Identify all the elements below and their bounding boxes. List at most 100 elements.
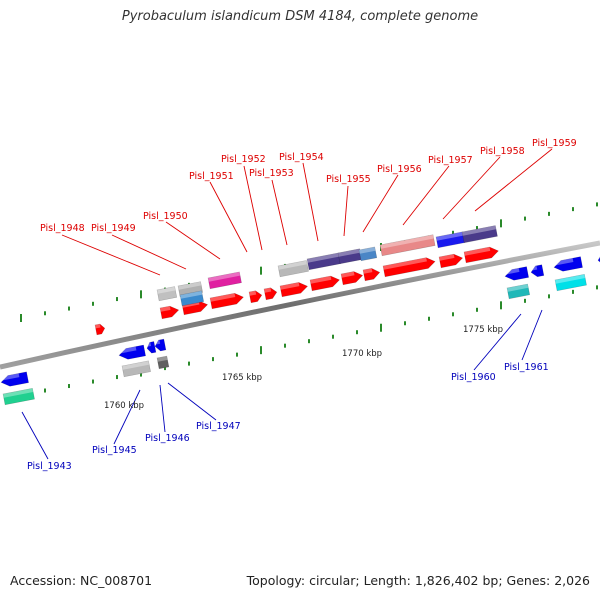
cds-forward-7-shape	[340, 271, 364, 286]
upper-tick	[260, 266, 262, 275]
gene-label-pisl-1955[interactable]: Pisl_1955	[326, 174, 371, 185]
cds-forward-11	[463, 246, 499, 264]
lower-tick	[308, 339, 310, 344]
gene-label-pisl-1957[interactable]: Pisl_1957	[428, 155, 473, 166]
feature-box-4-shape	[277, 260, 309, 278]
gene-features	[0, 225, 600, 406]
cds-forward-6	[309, 275, 340, 292]
leader-forward-3	[209, 181, 248, 253]
gene-label-pisl-1949[interactable]: Pisl_1949	[91, 223, 136, 234]
genome-title: Pyrobaculum islandicum DSM 4184, complet…	[121, 9, 479, 24]
feature-box-rev-2	[2, 387, 35, 406]
gene-label-pisl-1950[interactable]: Pisl_1950	[143, 211, 188, 222]
cds-forward-11-shape	[463, 246, 499, 264]
gene-label-pisl-1946[interactable]: Pisl_1946	[145, 433, 190, 444]
feature-box-10-shine	[461, 225, 497, 236]
cds-reverse-6	[553, 256, 583, 272]
gene-label-pisl-1958[interactable]: Pisl_1958	[480, 146, 525, 157]
gene-label-pisl-1954[interactable]: Pisl_1954	[279, 152, 324, 163]
scale-label-1760: 1760 kbp	[104, 401, 144, 411]
feature-box-6	[337, 248, 362, 265]
feature-box-rev-3-shine	[507, 283, 529, 292]
cds-forward-8-shine	[362, 268, 373, 274]
lower-tick	[164, 366, 166, 371]
cds-forward-5	[279, 282, 308, 298]
feature-box-1-shine	[178, 281, 202, 290]
gene-label-pisl-1956[interactable]: Pisl_1956	[377, 164, 422, 175]
cds-reverse-6-shine	[553, 258, 574, 266]
upper-tick	[20, 314, 22, 322]
lower-tick	[380, 323, 382, 332]
leader-forward-2	[165, 221, 221, 260]
cds-forward-9-shine	[382, 257, 427, 270]
leader-reverse-2	[159, 384, 166, 433]
cds-forward-small	[94, 323, 106, 336]
upper-tick	[44, 311, 46, 316]
cds-reverse-3	[0, 371, 29, 387]
cds-reverse-2-shine	[153, 339, 161, 345]
gene-label-pisl-1943[interactable]: Pisl_1943	[27, 461, 72, 472]
feature-box-rev-3	[506, 283, 531, 300]
lower-tick	[452, 312, 454, 317]
cds-forward-4	[263, 287, 278, 301]
feature-box-3-shape	[207, 271, 242, 290]
cds-forward-7-shine	[341, 271, 355, 278]
leader-forward-7	[343, 185, 349, 237]
leader-forward-4	[243, 165, 263, 251]
gene-label-pisl-1945[interactable]: Pisl_1945	[92, 445, 137, 456]
upper-tick	[92, 301, 94, 306]
lower-tick	[404, 321, 406, 326]
feature-box-4	[277, 260, 309, 278]
cds-forward-8-shape	[362, 268, 381, 282]
feature-box-2-shine	[180, 290, 203, 299]
feature-box-3-shine	[208, 271, 241, 282]
label-leader-lines	[21, 148, 553, 460]
cds-reverse-0-shine	[117, 346, 137, 354]
feature-box-6-shine	[338, 248, 361, 257]
feature-box-8-shape	[379, 234, 436, 257]
lower-tick	[500, 301, 502, 310]
cds-forward-9	[382, 257, 436, 278]
cds-forward-5-shine	[280, 282, 300, 290]
upper-tick	[452, 230, 454, 235]
cds-reverse-5	[529, 264, 545, 278]
gene-label-pisl-1959[interactable]: Pisl_1959	[532, 138, 577, 149]
cds-forward-2-shine	[210, 293, 236, 302]
lower-tick	[44, 388, 46, 393]
feature-box-9	[435, 231, 465, 249]
gene-label-pisl-1952[interactable]: Pisl_1952	[221, 154, 266, 165]
cds-reverse-5-shine	[529, 265, 538, 271]
cds-forward-7	[340, 271, 364, 286]
cds-reverse-2	[153, 338, 167, 352]
upper-tick	[524, 216, 526, 221]
feature-box-rev-1-shine	[156, 356, 168, 362]
feature-box-10-shape	[461, 225, 498, 244]
lower-tick	[236, 352, 238, 357]
feature-box-rev-0	[121, 360, 151, 378]
gene-label-pisl-1948[interactable]: Pisl_1948	[40, 223, 85, 234]
gene-label-pisl-1961[interactable]: Pisl_1961	[504, 362, 549, 373]
cds-forward-4-shine	[264, 287, 272, 293]
feature-box-rev-2-shape	[2, 387, 35, 406]
gene-label-pisl-1951[interactable]: Pisl_1951	[189, 171, 234, 182]
cds-reverse-6-shape	[553, 256, 583, 272]
feature-box-0-shine	[157, 286, 176, 294]
cds-forward-10	[438, 253, 464, 269]
lower-tick	[212, 357, 214, 362]
leader-reverse-1	[113, 389, 141, 445]
gene-label-pisl-1960[interactable]: Pisl_1960	[451, 372, 496, 383]
cds-forward-2	[209, 292, 244, 310]
cds-reverse-1-shape	[146, 341, 157, 354]
accession-text: Accession: NC_008701	[10, 573, 153, 588]
gene-label-pisl-1947[interactable]: Pisl_1947	[196, 421, 241, 432]
cds-forward-small-shine	[94, 324, 101, 329]
upper-tick	[476, 226, 478, 231]
feature-box-3	[207, 271, 242, 290]
cds-reverse-7-shine	[597, 253, 600, 259]
upper-tick	[548, 211, 550, 216]
genome-backbone	[0, 240, 600, 370]
lower-tick	[548, 294, 550, 299]
gene-label-pisl-1953[interactable]: Pisl_1953	[249, 168, 294, 179]
